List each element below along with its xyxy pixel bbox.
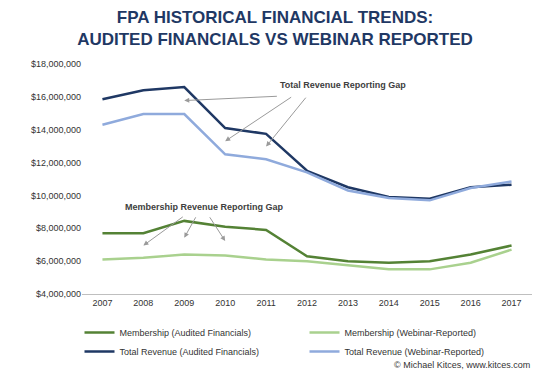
svg-text:Total Revenue (Audited Financi: Total Revenue (Audited Financials) — [120, 347, 260, 357]
svg-text:2009: 2009 — [174, 298, 194, 308]
svg-text:2010: 2010 — [215, 298, 235, 308]
svg-text:$10,000,000: $10,000,000 — [31, 191, 81, 201]
svg-text:2015: 2015 — [420, 298, 440, 308]
svg-text:$6,000,000: $6,000,000 — [36, 256, 81, 266]
svg-text:© Michael Kitces, www.kitces.c: © Michael Kitces, www.kitces.com — [394, 360, 530, 370]
svg-text:2008: 2008 — [133, 298, 153, 308]
svg-text:Membership Revenue Reporting G: Membership Revenue Reporting Gap — [125, 202, 284, 212]
svg-text:$8,000,000: $8,000,000 — [36, 223, 81, 233]
svg-text:Total Revenue (Webinar-Reporte: Total Revenue (Webinar-Reported) — [345, 347, 484, 357]
svg-text:$14,000,000: $14,000,000 — [31, 125, 81, 135]
svg-text:$18,000,000: $18,000,000 — [31, 59, 81, 69]
svg-text:$16,000,000: $16,000,000 — [31, 92, 81, 102]
svg-text:2007: 2007 — [92, 298, 112, 308]
svg-text:$4,000,000: $4,000,000 — [36, 289, 81, 299]
svg-text:2014: 2014 — [379, 298, 399, 308]
svg-text:$12,000,000: $12,000,000 — [31, 158, 81, 168]
svg-text:2011: 2011 — [256, 298, 275, 308]
svg-text:2012: 2012 — [297, 298, 317, 308]
svg-text:Membership (Webinar-Reported): Membership (Webinar-Reported) — [345, 328, 476, 338]
svg-text:Membership (Audited Financials: Membership (Audited Financials) — [120, 328, 252, 338]
svg-text:FPA HISTORICAL FINANCIAL TREND: FPA HISTORICAL FINANCIAL TRENDS:AUDITED … — [77, 8, 473, 49]
svg-text:Total Revenue Reporting Gap: Total Revenue Reporting Gap — [280, 80, 406, 90]
svg-text:2016: 2016 — [461, 298, 481, 308]
svg-text:2017: 2017 — [502, 298, 522, 308]
svg-text:2013: 2013 — [338, 298, 358, 308]
